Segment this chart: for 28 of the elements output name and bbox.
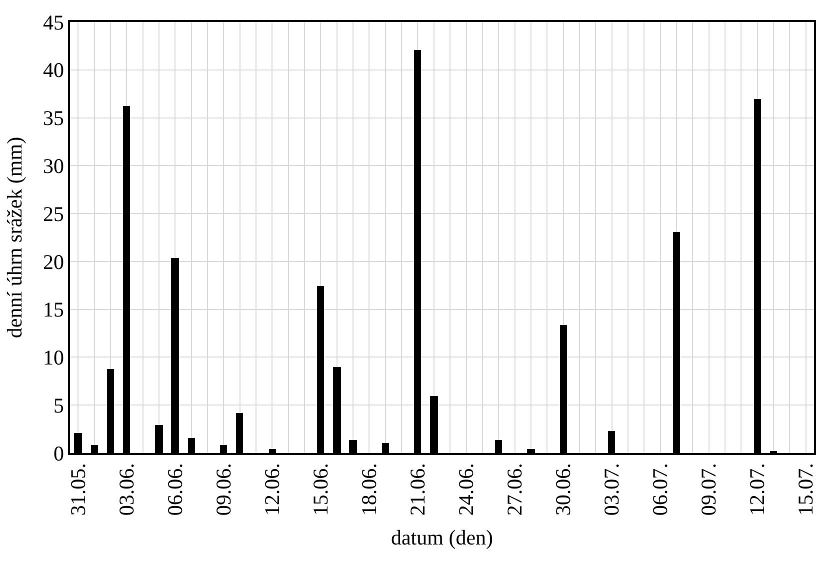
x-tick-label: 09.06. (211, 463, 236, 516)
y-tick-label: 30 (43, 154, 64, 178)
y-tick-label: 40 (43, 58, 64, 82)
y-tick-label: 0 (54, 441, 64, 466)
y-tick-label: 10 (43, 346, 64, 370)
x-tick-label: 03.06. (114, 463, 138, 516)
y-tick-label: 15 (43, 298, 64, 322)
y-tick-label: 5 (54, 393, 64, 418)
x-tick-label: 27.06. (502, 463, 527, 516)
x-tick-label: 12.07. (745, 463, 770, 516)
x-axis-title: datum (den) (390, 525, 494, 550)
y-tick-label: 20 (43, 250, 64, 274)
x-tick-label: 30.06. (551, 463, 576, 516)
y-tick-label: 35 (43, 106, 64, 130)
x-tick-label: 15.06. (308, 463, 333, 516)
x-tick-label: 18.06. (357, 463, 382, 516)
x-tick-label: 24.06. (454, 463, 478, 516)
x-tick-label: 06.07. (648, 463, 672, 516)
x-tick-label: 12.06. (260, 463, 284, 516)
x-tick-label: 15.07. (794, 463, 818, 516)
y-tick-label: 45 (43, 10, 64, 34)
x-tick-label: 03.07. (600, 463, 624, 516)
x-tick-label: 06.06. (162, 463, 187, 516)
y-tick-label: 25 (43, 202, 64, 226)
x-tick-label: 21.06. (406, 463, 430, 516)
x-tick-label: 09.07. (696, 463, 721, 516)
x-tick-label: 31.05. (66, 463, 90, 516)
y-axis-title: denní úhrn srážek (mm) (2, 136, 27, 338)
